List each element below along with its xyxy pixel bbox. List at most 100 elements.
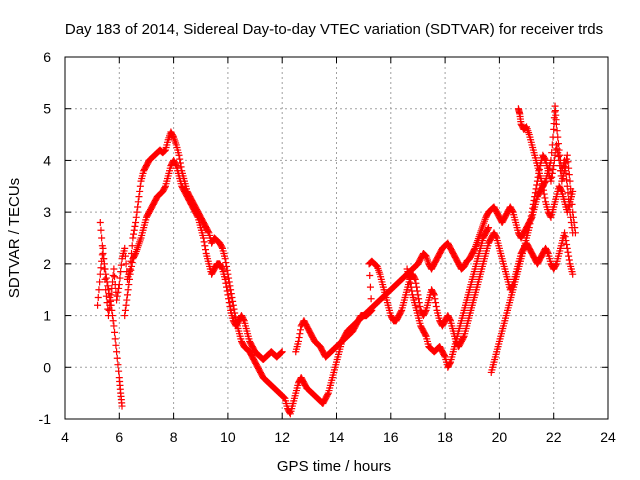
- y-axis-label: SDTVAR / TECUs: [6, 178, 23, 298]
- data-point: [118, 402, 126, 410]
- y-tick-label: 6: [43, 49, 51, 65]
- data-point: [177, 163, 185, 171]
- data-point: [548, 149, 556, 157]
- data-point: [541, 194, 549, 202]
- data-point: [230, 305, 238, 313]
- data-point: [227, 286, 235, 294]
- data-point: [132, 213, 140, 221]
- data-point: [529, 200, 537, 208]
- chart-title: Day 183 of 2014, Sidereal Day-to-day VTE…: [65, 21, 603, 38]
- data-point: [116, 274, 124, 282]
- data-point: [160, 147, 168, 155]
- data-point: [366, 283, 374, 291]
- data-point: [565, 202, 573, 210]
- data-point: [324, 390, 332, 398]
- data-point: [366, 308, 374, 316]
- data-point: [557, 186, 565, 194]
- data-point: [544, 248, 552, 256]
- data-point: [98, 251, 106, 259]
- data-point: [172, 160, 180, 168]
- data-point: [565, 252, 573, 260]
- data-point: [527, 212, 535, 220]
- data-point: [556, 151, 564, 159]
- data-point: [113, 354, 121, 362]
- data-point: [108, 306, 116, 314]
- data-point: [566, 177, 574, 185]
- data-point: [564, 158, 572, 166]
- data-point: [161, 184, 169, 192]
- data-point: [278, 348, 286, 356]
- data-point: [125, 281, 133, 289]
- data-point: [130, 230, 138, 238]
- x-tick-label: 20: [492, 429, 508, 445]
- x-tick-label: 14: [329, 429, 345, 445]
- data-point: [421, 308, 429, 316]
- data-point: [131, 222, 139, 230]
- data-point: [223, 283, 231, 291]
- data-point: [530, 197, 538, 205]
- data-point: [563, 244, 571, 252]
- data-point: [397, 308, 405, 316]
- data-point: [229, 297, 237, 305]
- data-point: [226, 282, 234, 290]
- data-point: [130, 226, 138, 234]
- data-point: [564, 248, 572, 256]
- x-axis-label: GPS time / hours: [277, 458, 391, 475]
- data-point: [100, 260, 108, 268]
- data-point: [228, 293, 236, 301]
- data-point: [531, 189, 539, 197]
- data-point: [446, 359, 454, 367]
- data-point: [432, 299, 440, 307]
- y-tick-label: 5: [43, 101, 51, 117]
- x-tick-label: 16: [383, 429, 399, 445]
- data-point: [226, 303, 234, 311]
- data-point: [492, 233, 500, 241]
- data-point: [112, 341, 120, 349]
- data-point: [446, 315, 454, 323]
- data-point: [561, 229, 569, 237]
- data-point: [554, 133, 562, 141]
- data-point: [565, 171, 573, 179]
- data-point: [117, 268, 125, 276]
- data-point: [280, 393, 288, 401]
- x-tick-label: 18: [437, 429, 453, 445]
- data-point: [563, 240, 571, 248]
- data-point: [199, 234, 207, 242]
- data-point: [525, 224, 533, 232]
- data-point: [565, 164, 573, 172]
- data-point: [546, 212, 554, 220]
- data-point: [109, 317, 117, 325]
- data-point: [113, 296, 121, 304]
- series-trace-d: [514, 102, 577, 237]
- data-point: [527, 216, 535, 224]
- data-point: [229, 301, 237, 309]
- data-point: [123, 296, 131, 304]
- data-point: [128, 262, 136, 270]
- data-point: [554, 153, 562, 161]
- data-point: [565, 195, 573, 203]
- data-point: [115, 367, 123, 375]
- data-point: [227, 290, 235, 298]
- data-point: [175, 151, 183, 159]
- data-point: [565, 256, 573, 264]
- data-point: [104, 282, 112, 290]
- y-tick-label: 2: [43, 256, 51, 272]
- series-trace-a: [94, 128, 577, 418]
- data-point: [128, 259, 136, 267]
- data-point: [541, 178, 549, 186]
- data-point: [108, 284, 116, 292]
- data-point: [277, 349, 285, 357]
- data-point: [124, 286, 132, 294]
- data-point: [96, 218, 104, 226]
- data-point: [562, 169, 570, 177]
- data-point: [529, 204, 537, 212]
- x-tick-label: 10: [220, 429, 236, 445]
- data-point: [104, 305, 112, 313]
- data-point: [367, 295, 375, 303]
- y-tick-label: 0: [43, 359, 51, 375]
- data-point: [202, 246, 210, 254]
- data-marks: [94, 102, 579, 418]
- data-point: [526, 220, 534, 228]
- data-point: [94, 293, 102, 301]
- data-point: [567, 218, 575, 226]
